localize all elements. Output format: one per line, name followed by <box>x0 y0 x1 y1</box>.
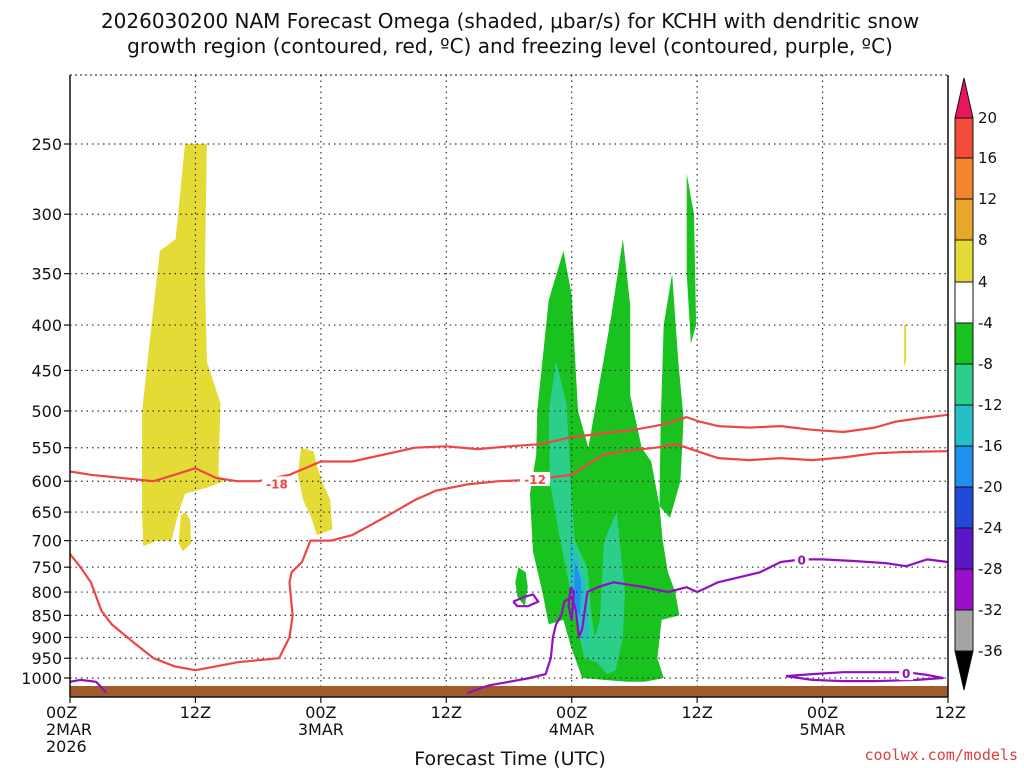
omega-yellow-sliver <box>904 325 907 367</box>
y-tick-label: 450 <box>31 361 62 380</box>
colorbar-label: -16 <box>978 437 1003 455</box>
y-tick-label: 400 <box>31 316 62 335</box>
y-tick-label: 300 <box>31 205 62 224</box>
chart-title: 2026030200 NAM Forecast Omega (shaded, μ… <box>101 9 919 58</box>
y-tick-label: 800 <box>31 583 62 602</box>
colorbar-swatch <box>954 486 974 529</box>
colorbar-swatch <box>954 198 974 241</box>
dgz-minus-12 <box>70 443 948 672</box>
x-tick-label: 00Z <box>807 703 838 722</box>
colorbar-label: -8 <box>978 355 993 373</box>
colorbar-swatch <box>954 404 974 447</box>
colorbar: 20 16 12 8 4 -4 -8 -12 -16 -20 -24 -28 -32 -36 <box>954 77 1003 691</box>
contour-label-bg <box>261 476 292 491</box>
x-tick-label: 00Z <box>556 703 587 722</box>
x-tick-label: 3MAR <box>298 720 344 739</box>
omega-yellow-patch-1 <box>178 512 192 552</box>
omega-yellow-main <box>142 144 224 547</box>
freezing-level-west-stub <box>70 678 108 694</box>
colorbar-label: 4 <box>978 273 988 291</box>
colorbar-label: -28 <box>978 560 1003 578</box>
omega-blue <box>573 562 582 616</box>
colorbar-top-arrow <box>954 77 974 119</box>
omega-green-cell-2 <box>659 273 684 518</box>
colorbar-swatch <box>954 527 974 570</box>
y-tick-label: 950 <box>31 649 62 668</box>
colorbar-label: -36 <box>978 642 1003 660</box>
omega-shading <box>142 144 907 682</box>
colorbar-label: 20 <box>978 109 997 127</box>
colorbar-label: -20 <box>978 478 1003 496</box>
freezing-level-loop <box>512 593 540 608</box>
dgz-minus-18 <box>70 413 948 483</box>
x-tick-label: 4MAR <box>549 720 595 739</box>
colorbar-label: 16 <box>978 149 997 167</box>
colorbar-label: -12 <box>978 396 1003 414</box>
y-axis: 250 300 350 400 450 500 550 600 650 700 750 800 850 9… <box>21 135 70 688</box>
y-tick-label: 600 <box>31 472 62 491</box>
contour-label: 0 <box>797 553 805 567</box>
x-tick-label: 12Z <box>681 703 712 722</box>
contour-label: -12 <box>524 473 546 487</box>
colorbar-swatch <box>954 363 974 406</box>
y-tick-label: 850 <box>31 606 62 625</box>
freezing-level-main <box>466 558 948 695</box>
contour-labels: -18 -12 0 0 <box>261 471 914 681</box>
colorbar-label: 12 <box>978 190 997 208</box>
credit-text: coolwx.com/models <box>864 746 1018 764</box>
colorbar-swatch <box>954 157 974 200</box>
y-tick-label: 650 <box>31 503 62 522</box>
y-tick-label: 700 <box>31 532 62 551</box>
y-tick-label: 350 <box>31 265 62 284</box>
omega-teal <box>548 361 625 675</box>
x-tick-label: 00Z <box>46 703 77 722</box>
x-tick-label: 5MAR <box>800 720 846 739</box>
plot-frame <box>69 74 949 698</box>
y-tick-label: 550 <box>31 439 62 458</box>
contour-label-bg <box>520 471 551 486</box>
contour-label: 0 <box>902 667 910 681</box>
y-tick-label: 900 <box>31 628 62 647</box>
x-tick-label: 12Z <box>431 703 462 722</box>
y-tick-label: 500 <box>31 402 62 421</box>
x-tick-label: 12Z <box>180 703 211 722</box>
contour-label-bg <box>899 666 914 681</box>
colorbar-swatch <box>954 117 974 159</box>
freezing-level-small-loop <box>567 586 575 622</box>
colorbar-bottom-arrow <box>954 650 974 691</box>
colorbar-swatch <box>954 445 974 488</box>
y-tick-label: 1000 <box>21 669 62 688</box>
colorbar-label: -4 <box>978 314 993 332</box>
chart-title-line-2: growth region (contoured, red, ºC) and f… <box>127 34 893 58</box>
colorbar-label: -24 <box>978 519 1003 537</box>
colorbar-swatch <box>954 239 974 283</box>
contour-label: -18 <box>266 477 288 491</box>
colorbar-label: -32 <box>978 601 1003 619</box>
freezing-level-east-loop <box>785 671 944 683</box>
terrain-band <box>70 686 948 697</box>
terrain <box>70 686 948 697</box>
colorbar-label: 8 <box>978 231 988 249</box>
x-tick-label: 12Z <box>935 703 966 722</box>
x-tick-label: 2MAR <box>46 720 92 739</box>
colorbar-swatch <box>954 322 974 365</box>
omega-yellow-patch-2 <box>297 447 333 536</box>
omega-green-cell-3 <box>686 173 697 344</box>
chart-title-line-1: 2026030200 NAM Forecast Omega (shaded, μ… <box>101 9 919 33</box>
x-tick-label: 2026 <box>46 737 87 756</box>
contours <box>70 413 948 695</box>
y-tick-label: 250 <box>31 135 62 154</box>
colorbar-swatch <box>954 281 974 324</box>
contour-label-bg <box>794 552 809 567</box>
colorbar-swatch <box>954 609 974 652</box>
x-axis-title: Forecast Time (UTC) <box>414 748 605 768</box>
y-tick-label: 750 <box>31 558 62 577</box>
x-tick-label: 00Z <box>305 703 336 722</box>
colorbar-swatch <box>954 568 974 611</box>
